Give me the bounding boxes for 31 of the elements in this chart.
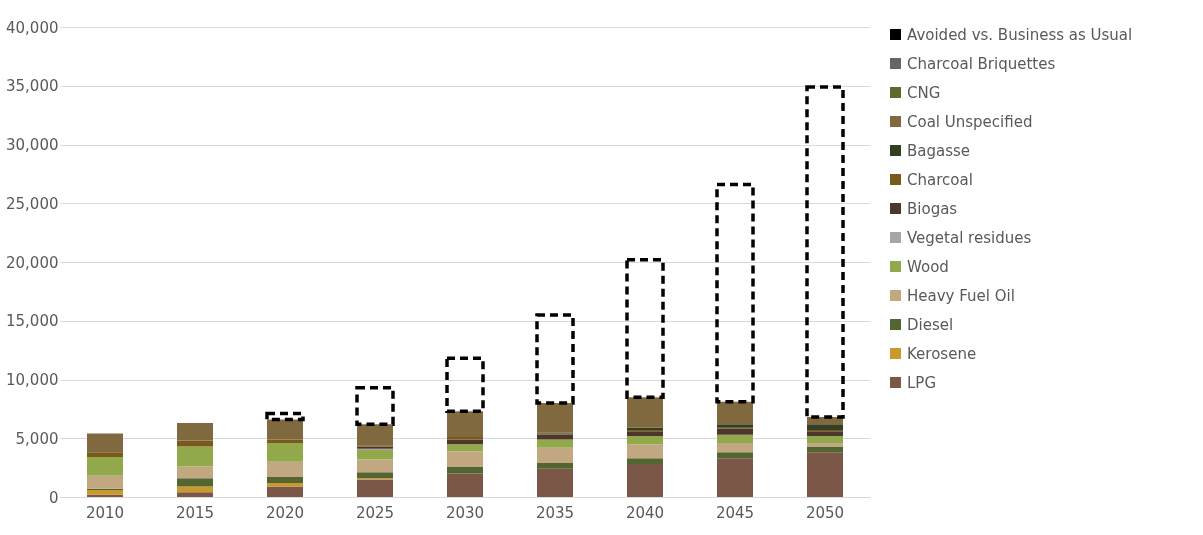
legend-label: CNG: [907, 83, 941, 102]
x-tick-label: 2040: [625, 503, 665, 522]
legend-label: Coal Unspecified: [907, 112, 1033, 131]
legend-label: Charcoal Briquettes: [907, 54, 1056, 73]
y-tick-label: 5,000: [15, 429, 59, 448]
legend-label: Diesel: [907, 315, 954, 334]
x-tick-label: 2010: [85, 503, 125, 522]
y-tick-label: 25,000: [6, 194, 59, 213]
legend-label: Biogas: [907, 199, 958, 218]
x-tick-label: 2050: [805, 503, 845, 522]
x-tick-label: 2020: [265, 503, 305, 522]
legend-label: Charcoal: [907, 170, 973, 189]
y-tick-label: 20,000: [6, 253, 59, 272]
y-tick-label: 15,000: [6, 312, 59, 331]
y-tick-label: 35,000: [6, 77, 59, 96]
x-tick-label: 2045: [715, 503, 755, 522]
legend-label: Avoided vs. Business as Usual: [907, 25, 1133, 44]
legend-label: Bagasse: [907, 141, 971, 160]
x-tick-label: 2030: [445, 503, 485, 522]
legend-label: LPG: [907, 373, 937, 392]
y-tick-label: 40,000: [6, 18, 59, 37]
y-tick-label: 10,000: [6, 371, 59, 389]
legend-label: Kerosene: [907, 344, 977, 363]
legend-label: Vegetal residues: [907, 228, 1032, 247]
y-tick-label: 30,000: [6, 136, 59, 154]
x-tick-label: 2025: [355, 503, 395, 522]
legend-label: Wood: [907, 257, 949, 276]
x-tick-label: 2035: [535, 503, 575, 522]
x-tick-label: 2015: [175, 503, 215, 522]
legend-label: Heavy Fuel Oil: [907, 286, 1015, 305]
y-tick-label: 0: [48, 488, 59, 507]
